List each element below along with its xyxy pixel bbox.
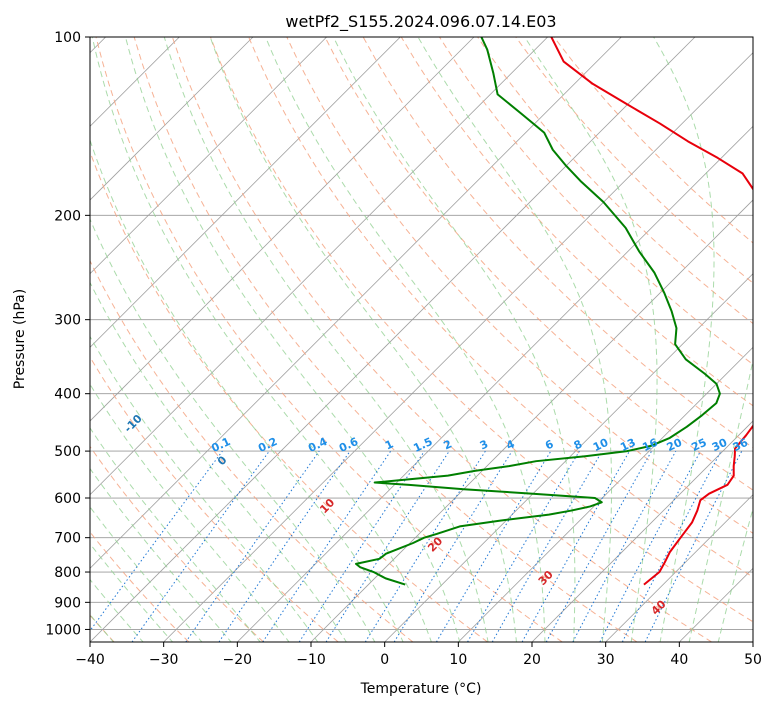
mixing-ratio-line (521, 450, 630, 642)
isotherm-line (90, 37, 475, 422)
moist-adiabat-line (90, 427, 261, 642)
moist-adiabat-line (209, 37, 517, 642)
y-tick-label: 600 (54, 491, 81, 507)
y-tick-label: 800 (54, 565, 81, 581)
moist-adiabat-line (90, 383, 290, 642)
moist-adiabat-line (90, 335, 319, 642)
moist-adiabat-line (125, 37, 461, 642)
x-tick-label: 30 (597, 652, 615, 668)
mixing-ratio-line (545, 450, 653, 642)
isotherm-line (90, 37, 622, 569)
moist-adiabat-line (90, 467, 232, 642)
x-tick-label: 0 (380, 652, 389, 668)
x-axis-label: Temperature (°C) (360, 681, 482, 697)
mixing-ratio-line (644, 450, 743, 642)
isotherm-line (90, 37, 548, 496)
mixing-ratio-line (131, 450, 270, 642)
x-tick-label: −20 (223, 652, 253, 668)
x-tick-label: −30 (149, 652, 179, 668)
mixing-ratio-label: 25 (689, 436, 708, 454)
moist-adiabat-line (90, 543, 174, 642)
mixing-ratio-label: 10 (591, 436, 611, 454)
y-tick-label: 300 (54, 313, 81, 329)
moist-adiabat-line (524, 37, 658, 642)
moist-adiabat-line (163, 37, 489, 642)
mixing-ratio-label: 30 (710, 436, 730, 454)
y-tick-label: 700 (54, 531, 81, 547)
moist-adiabat-line (90, 578, 144, 642)
dry-adiabat-line (171, 37, 712, 642)
y-tick-label: 200 (54, 208, 81, 224)
isotherm-line (531, 420, 753, 642)
x-tick-label: −40 (75, 652, 105, 668)
mixing-ratio-label: 20 (665, 436, 685, 454)
isotherm-line (458, 346, 753, 642)
dry-adiabat-line (286, 37, 753, 534)
moist-adiabat-line (90, 138, 404, 642)
isotherm-line (90, 37, 254, 201)
x-tick-label: 10 (449, 652, 467, 668)
moist-adiabat-line (90, 281, 347, 642)
moist-adiabat-line (265, 37, 546, 642)
isotherm-line (90, 37, 327, 275)
moist-adiabat-line (90, 217, 376, 642)
y-tick-label: 1000 (45, 622, 81, 638)
mixing-ratio-line (572, 450, 677, 642)
y-tick-label: 900 (54, 595, 81, 611)
moist-adiabat-line (91, 37, 432, 642)
plot-frame (89, 36, 754, 643)
dewpoint-profile-line (354, 37, 721, 586)
chart-title: wetPf2_S155.2024.096.07.14.E03 (285, 12, 556, 32)
mixing-ratio-label: 16 (640, 436, 660, 454)
mixing-ratio-line (298, 450, 425, 642)
mixing-ratio-line (90, 450, 223, 632)
moist-adiabat-line (688, 358, 753, 642)
y-axis: 100 200 300 400 500 600 700 800 900 1000 (45, 30, 90, 638)
y-tick-label: 400 (54, 387, 81, 403)
isotherm-line (384, 273, 753, 642)
isotherm-line (237, 125, 753, 642)
x-tick-label: −10 (296, 652, 326, 668)
moist-adiabat-line (717, 506, 753, 642)
isotherm-line (90, 37, 696, 642)
mixing-ratio-line (262, 450, 392, 642)
mixing-ratio-label: 36 (731, 436, 751, 454)
moist-adiabat-line (90, 506, 203, 642)
moist-adiabat-line (332, 37, 576, 642)
isotherm-line (163, 52, 753, 642)
y-axis-label: Pressure (hPa) (12, 289, 28, 389)
dry-adiabat-line (324, 37, 753, 491)
x-tick-label: 50 (744, 652, 762, 668)
dry-adiabat-line (210, 37, 753, 623)
isotherm-line (605, 494, 753, 642)
mixing-ratio-line (218, 450, 351, 642)
dry-adiabat-line (90, 259, 414, 642)
temperature-profile-line (550, 37, 753, 586)
dry-adiabat-line (248, 37, 753, 578)
moist-adiabat-line (653, 37, 715, 642)
x-axis: −40 −30 −20 −10 0 10 20 30 40 50 (75, 642, 762, 668)
mixing-ratio-label: 13 (618, 436, 637, 454)
x-tick-label: 20 (523, 652, 541, 668)
dry-adiabat-line (95, 37, 563, 642)
mixing-ratio-line (393, 450, 513, 642)
mixing-ratio-line (325, 450, 450, 642)
mixing-ratio-line (185, 450, 320, 642)
plot-area (90, 37, 753, 642)
dry-adiabat-line (515, 37, 753, 284)
isotherm-line (90, 37, 401, 348)
x-tick-label: 40 (670, 652, 688, 668)
y-tick-label: 500 (54, 444, 81, 460)
dry-adiabat-line (90, 445, 264, 642)
moist-adiabat-line (417, 37, 613, 642)
y-tick-label: 100 (54, 30, 81, 46)
dry-adiabat-line (90, 356, 339, 642)
